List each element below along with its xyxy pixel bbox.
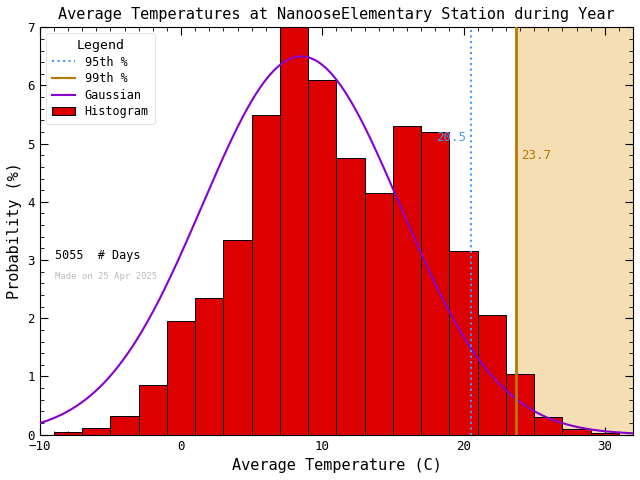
Bar: [167, 321, 195, 434]
Bar: [139, 385, 167, 434]
Bar: [111, 416, 139, 434]
Bar: [252, 115, 280, 434]
Legend: 95th %, 99th %, Gaussian, Histogram: 95th %, 99th %, Gaussian, Histogram: [46, 33, 155, 124]
Bar: [506, 373, 534, 434]
Bar: [516, 27, 633, 434]
Bar: [223, 240, 252, 434]
Text: 5055  # Days: 5055 # Days: [54, 249, 140, 262]
Bar: [308, 80, 337, 434]
Bar: [477, 315, 506, 434]
Bar: [337, 158, 365, 434]
Bar: [591, 433, 619, 434]
Title: Average Temperatures at NanooseElementary Station during Year: Average Temperatures at NanooseElementar…: [58, 7, 615, 22]
Bar: [365, 193, 393, 434]
Bar: [534, 417, 563, 434]
Text: 23.7: 23.7: [522, 149, 552, 162]
Bar: [421, 132, 449, 434]
Text: Made on 25 Apr 2025: Made on 25 Apr 2025: [54, 272, 157, 281]
Bar: [195, 298, 223, 434]
Bar: [82, 428, 111, 434]
Bar: [563, 429, 591, 434]
Bar: [54, 432, 82, 434]
Bar: [280, 27, 308, 434]
Text: 20.5: 20.5: [436, 132, 467, 144]
Y-axis label: Probability (%): Probability (%): [7, 163, 22, 300]
X-axis label: Average Temperature (C): Average Temperature (C): [232, 458, 442, 473]
Bar: [393, 126, 421, 434]
Bar: [449, 252, 477, 434]
